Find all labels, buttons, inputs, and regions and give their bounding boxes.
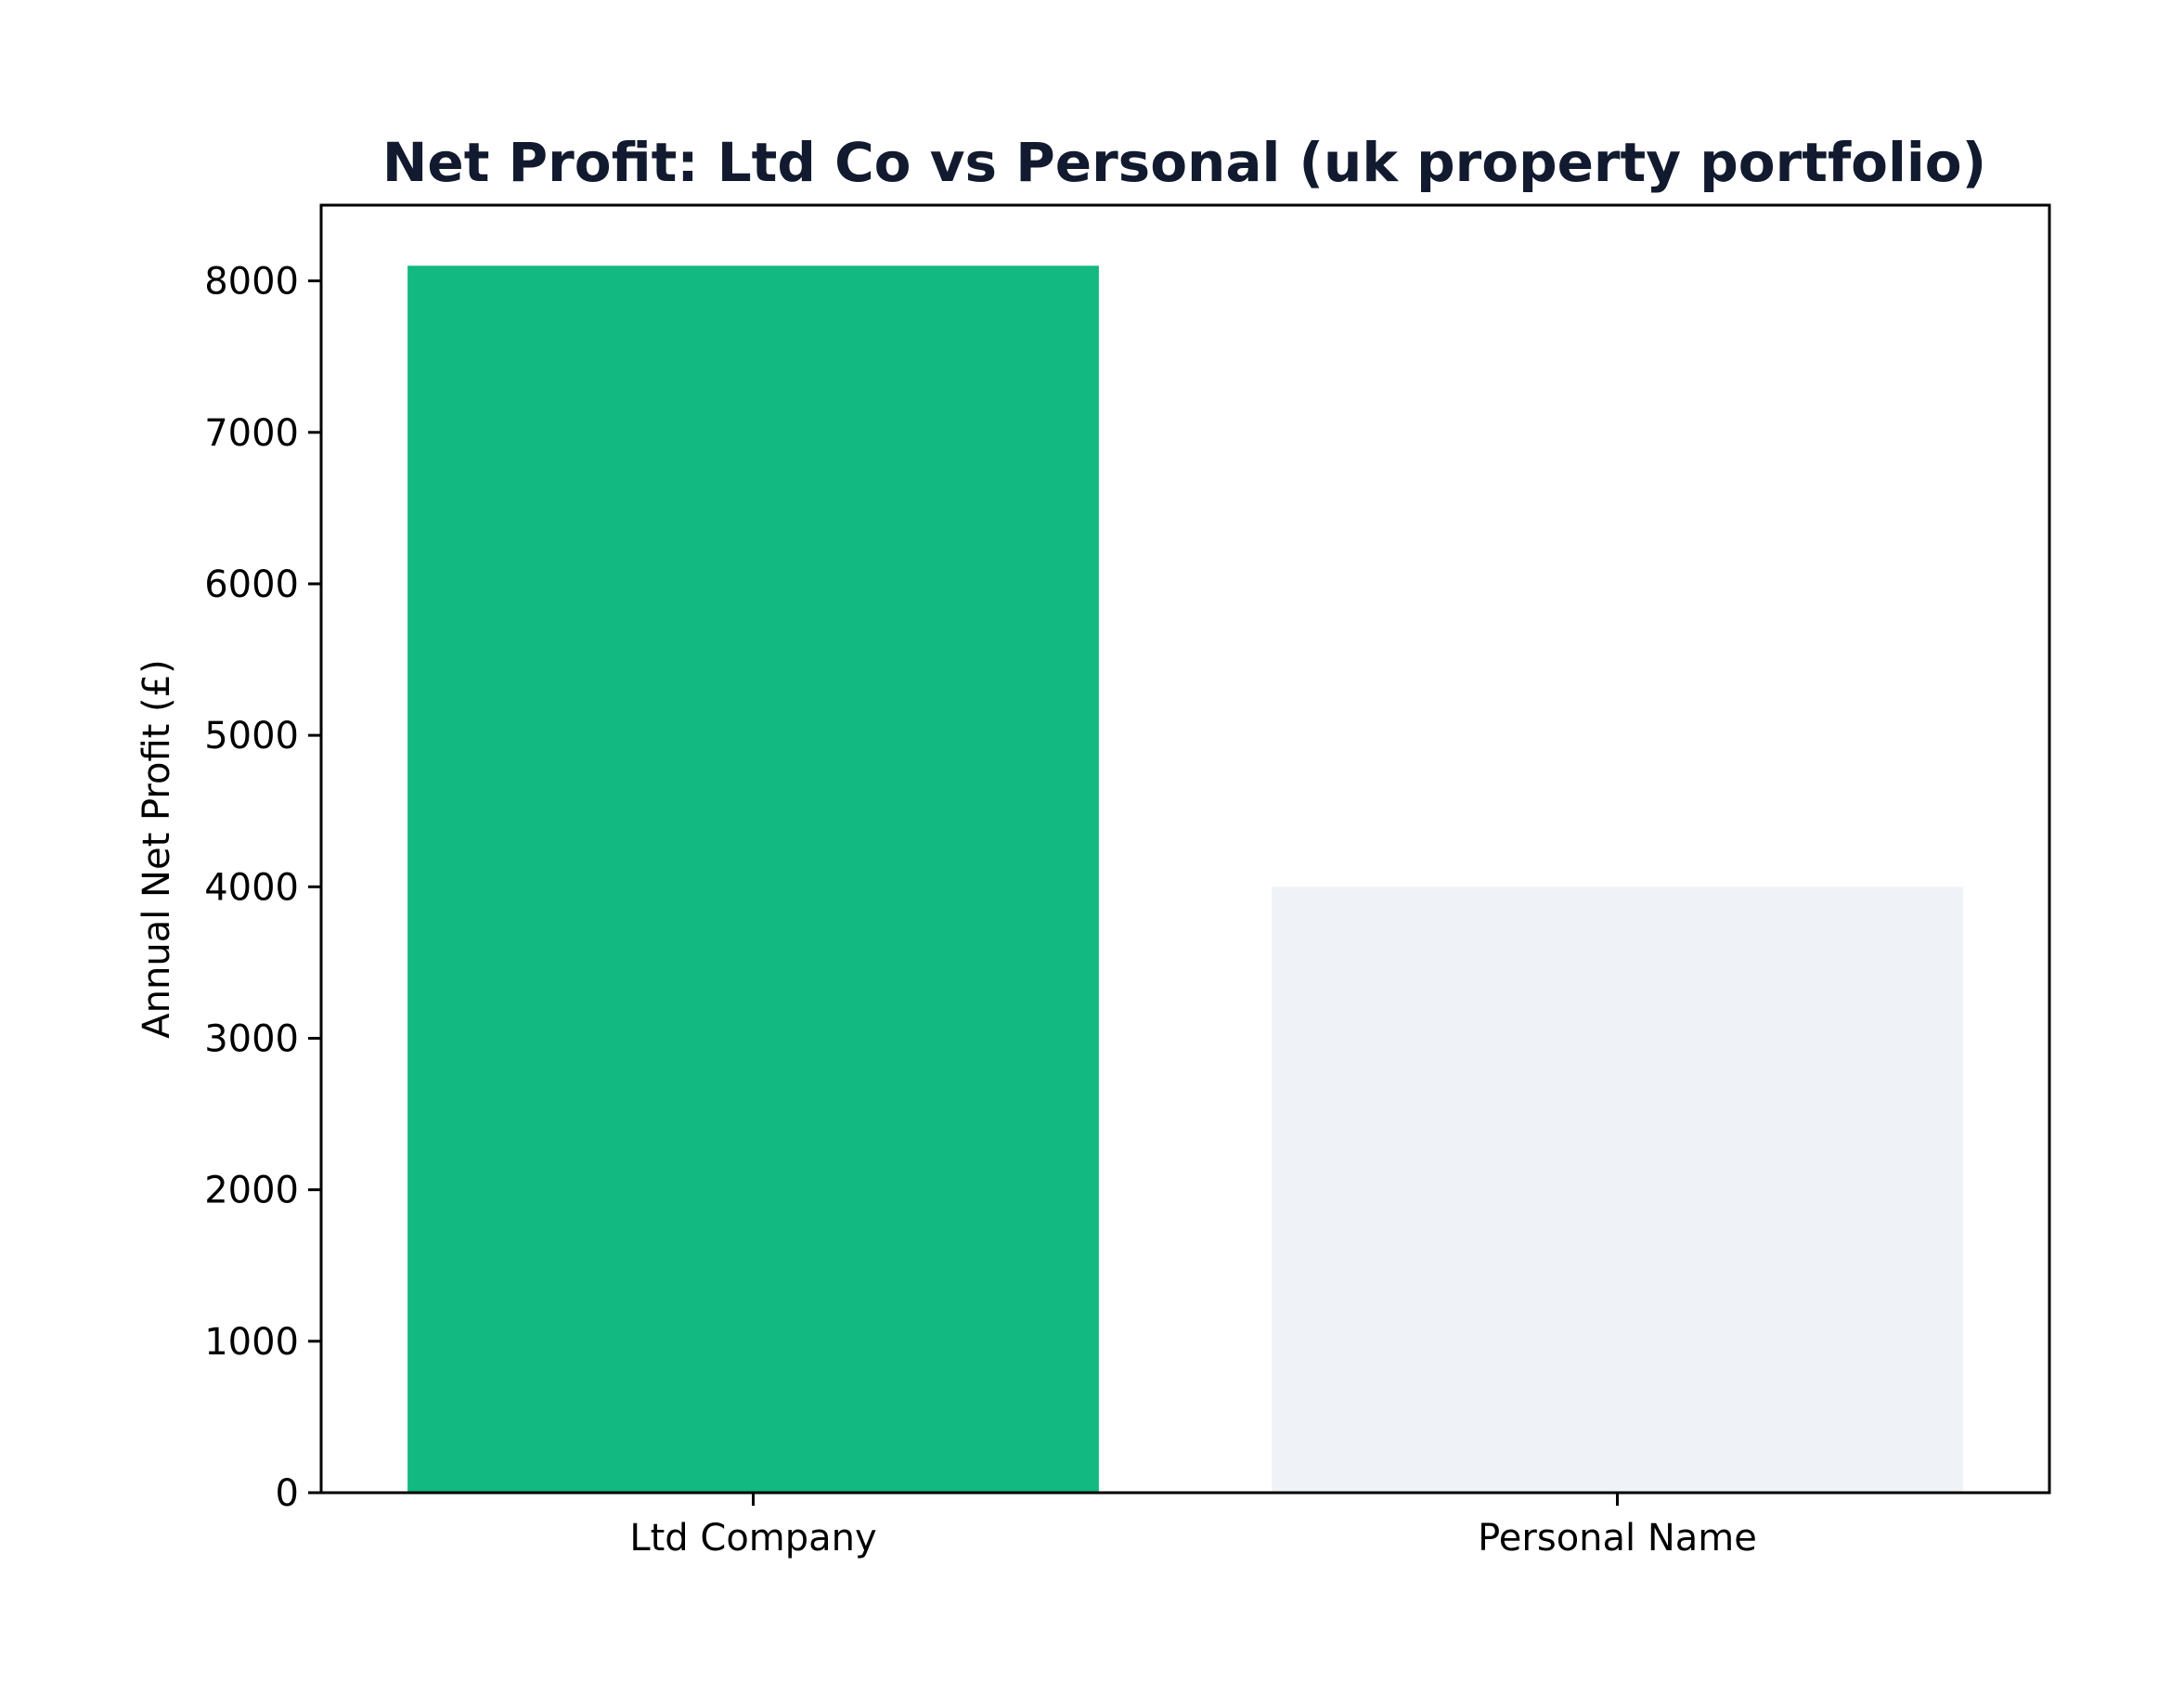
- x-axis: Ltd Company Personal Name: [629, 1493, 1757, 1560]
- y-tick-label: 5000: [204, 715, 299, 757]
- y-tick-label: 8000: [204, 261, 299, 304]
- plot-frame: [319, 203, 2051, 1495]
- y-tick-label: 2000: [204, 1170, 299, 1212]
- y-tick-label: 4000: [204, 866, 299, 909]
- y-axis: 0 1000 2000 3000 4000 5000 6000 7000 8000: [204, 261, 321, 1515]
- x-tick-label: Ltd Company: [629, 1517, 876, 1560]
- x-tick-label: Personal Name: [1478, 1517, 1757, 1560]
- y-tick-label: 7000: [204, 412, 299, 455]
- chart-title: Net Profit: Ltd Co vs Personal (uk prope…: [382, 131, 1986, 194]
- y-tick-label: 6000: [204, 563, 299, 606]
- y-tick-label: 1000: [204, 1321, 299, 1364]
- y-tick-label: 3000: [204, 1017, 299, 1060]
- y-axis-label: Annual Net Profit (£): [136, 659, 178, 1038]
- bar-personal-name: [1272, 887, 1963, 1493]
- y-tick-label: 0: [276, 1472, 299, 1515]
- bars-layer: [407, 265, 1963, 1493]
- bar-ltd-company: [407, 265, 1099, 1493]
